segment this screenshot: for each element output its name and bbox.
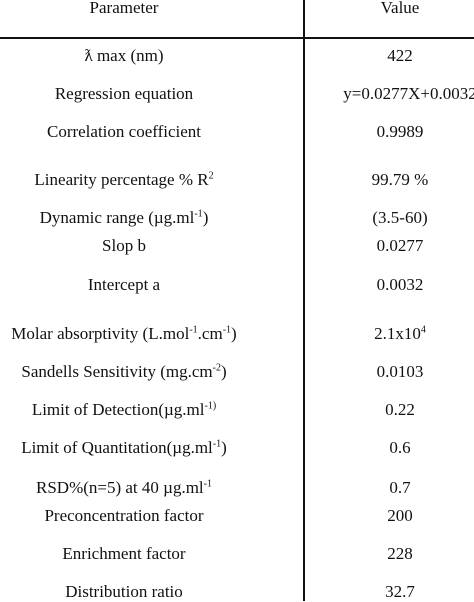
value-slope: 0.0277: [376, 236, 424, 255]
value-molar-absorptivity: 2.1x104: [374, 324, 426, 343]
header-parameter: Parameter: [89, 0, 159, 17]
value-limit-of-detection: 0.22: [385, 400, 415, 419]
param-distribution-ratio: Distribution ratio: [65, 582, 183, 601]
value-lambda-max: 422: [387, 46, 413, 65]
param-limit-of-detection: Limit of Detection(µg.ml-1): [31, 400, 217, 419]
value-preconcentration-factor: 200: [387, 506, 413, 525]
param-linearity-percentage: Linearity percentage % R2: [34, 170, 214, 189]
value-dynamic-range: (3.5-60): [372, 208, 428, 227]
param-sandell-sensitivity: Sandells Sensitivity (mg.cm-2): [21, 362, 227, 381]
param-limit-of-quantitation: Limit of Quantitation(µg.ml-1): [21, 438, 227, 457]
param-intercept: Intercept a: [87, 275, 161, 294]
param-molar-absorptivity: Molar absorptivity (L.mol-1.cm-1): [11, 324, 237, 343]
param-regression-equation: Regression equation: [54, 84, 194, 103]
param-enrichment-factor: Enrichment factor: [62, 544, 186, 563]
param-slope: Slop b: [102, 236, 146, 255]
header-value: Value: [380, 0, 420, 17]
param-correlation-coefficient: Correlation coefficient: [46, 122, 202, 141]
header-rule: [0, 37, 474, 39]
value-rsd: 0.7: [389, 478, 411, 497]
value-correlation-coefficient: 0.9989: [376, 122, 424, 141]
value-regression-equation: y=0.0277X+0.0032: [343, 84, 474, 103]
param-lambda-max: ƛ max (nm): [84, 46, 164, 65]
value-distribution-ratio: 32.7: [385, 582, 415, 601]
value-enrichment-factor: 228: [387, 544, 413, 563]
table-column-divider: [303, 0, 305, 601]
value-linearity-percentage: 99.79 %: [371, 170, 429, 189]
value-limit-of-quantitation: 0.6: [389, 438, 411, 457]
param-preconcentration-factor: Preconcentration factor: [44, 506, 204, 525]
param-dynamic-range: Dynamic range (µg.ml-1): [39, 208, 209, 227]
param-rsd: RSD%(n=5) at 40 µg.ml-1: [36, 478, 212, 497]
value-intercept: 0.0032: [376, 275, 424, 294]
value-sandell-sensitivity: 0.0103: [376, 362, 424, 381]
